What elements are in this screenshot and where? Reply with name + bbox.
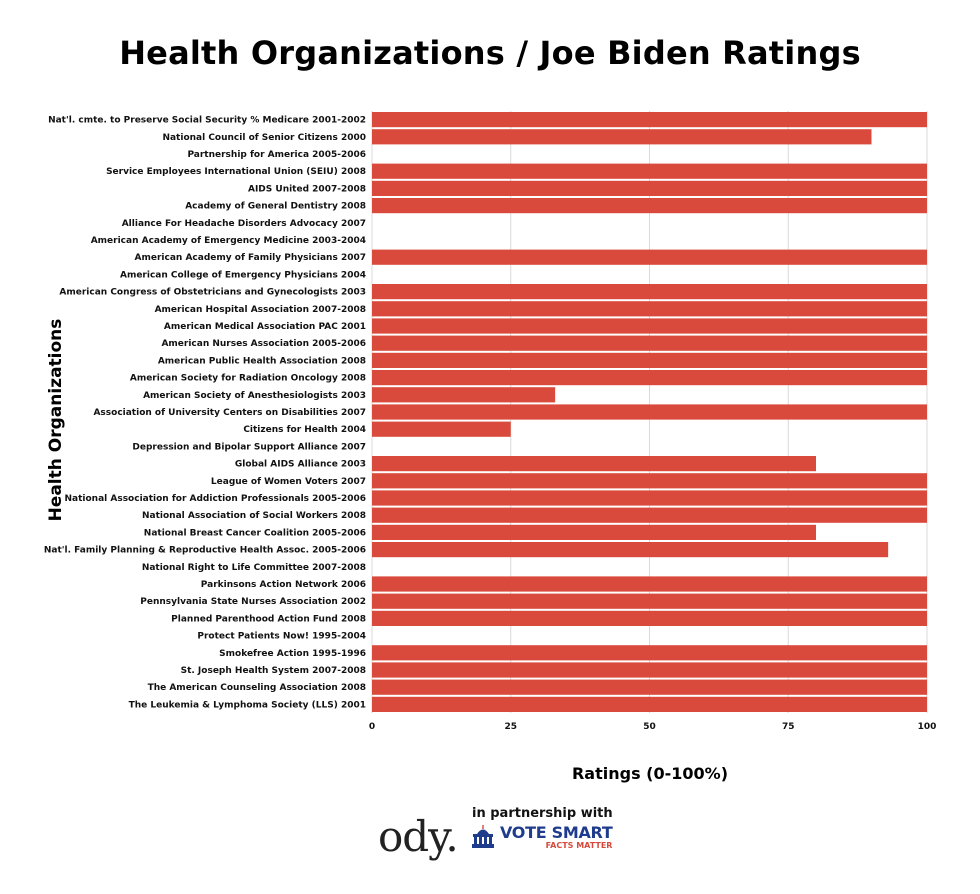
- category-label: National Association for Addiction Profe…: [65, 494, 367, 504]
- bar: [372, 180, 927, 196]
- category-label: American Congress of Obstetricians and G…: [59, 288, 366, 298]
- category-label: Planned Parenthood Action Fund 2008: [171, 614, 366, 624]
- partnership-text: in partnership with: [472, 806, 613, 821]
- bar: [372, 662, 927, 678]
- bar: [372, 112, 927, 128]
- category-label: Association of University Centers on Dis…: [93, 408, 366, 418]
- bar: [372, 645, 927, 661]
- category-label: Pennsylvania State Nurses Association 20…: [140, 597, 366, 607]
- bar: [372, 473, 927, 489]
- x-axis-label: Ratings (0-100%): [571, 764, 728, 783]
- category-label: St. Joseph Health System 2007-2008: [181, 666, 366, 676]
- bar-chart: Nat'l. cmte. to Preserve Social Security…: [44, 111, 937, 732]
- category-label: National Association of Social Workers 2…: [142, 511, 366, 521]
- category-label: National Breast Cancer Coalition 2005-20…: [144, 528, 366, 538]
- bar: [372, 301, 927, 317]
- bar: [372, 404, 927, 420]
- category-label: American Medical Association PAC 2001: [164, 322, 366, 332]
- category-label: Parkinsons Action Network 2006: [201, 580, 366, 590]
- x-tick-label: 75: [782, 722, 795, 732]
- bar: [372, 163, 927, 179]
- bars: [372, 112, 927, 712]
- category-label: American Nurses Association 2005-2006: [161, 339, 366, 349]
- vote-smart-tagline: FACTS MATTER: [545, 840, 613, 850]
- bar: [372, 370, 927, 386]
- bar: [372, 318, 927, 334]
- x-tick-labels: 0 25 50 75 100: [369, 722, 937, 732]
- category-label: Protect Patients Now! 1995-2004: [197, 632, 366, 642]
- category-labels: Nat'l. cmte. to Preserve Social Security…: [44, 116, 366, 711]
- category-label: Nat'l. cmte. to Preserve Social Security…: [48, 116, 366, 126]
- category-label: League of Women Voters 2007: [211, 477, 366, 487]
- bar: [372, 696, 927, 712]
- x-tick-label: 0: [369, 722, 375, 732]
- bar: [372, 129, 872, 145]
- category-label: AIDS United 2007-2008: [248, 184, 366, 194]
- category-label: Service Employees International Union (S…: [106, 167, 366, 177]
- bar: [372, 249, 927, 265]
- category-label: American College of Emergency Physicians…: [120, 270, 366, 280]
- ody-logo: ody.: [378, 812, 459, 861]
- category-label: Smokefree Action 1995-1996: [219, 649, 366, 659]
- category-label: Citizens for Health 2004: [243, 425, 366, 435]
- category-label: American Academy of Family Physicians 20…: [135, 253, 366, 263]
- category-label: Alliance For Headache Disorders Advocacy…: [122, 219, 366, 229]
- vote-smart-brand: VOTE SMART: [500, 822, 613, 842]
- category-label: Partnership for America 2005-2006: [187, 150, 366, 160]
- category-label: The Leukemia & Lymphoma Society (LLS) 20…: [129, 700, 366, 710]
- bar: [372, 421, 511, 437]
- category-label: National Right to Life Committee 2007-20…: [142, 563, 366, 573]
- bar: [372, 387, 556, 403]
- vote-smart-logo: VOTE SMART FACTS MATTER: [470, 822, 613, 850]
- bar: [372, 679, 927, 695]
- bar: [372, 198, 927, 214]
- bar: [372, 507, 927, 523]
- x-tick-label: 100: [918, 722, 937, 732]
- category-label: American Academy of Emergency Medicine 2…: [91, 236, 366, 246]
- x-tick-label: 25: [504, 722, 517, 732]
- bar: [372, 490, 927, 506]
- capitol-icon: [472, 825, 494, 848]
- bar: [372, 576, 927, 592]
- bar: [372, 524, 816, 540]
- category-label: American Public Health Association 2008: [158, 356, 366, 366]
- bar: [372, 593, 927, 609]
- category-label: American Society of Anesthesiologists 20…: [143, 391, 366, 401]
- category-label: Global AIDS Alliance 2003: [235, 460, 366, 470]
- chart-title: Health Organizations / Joe Biden Ratings: [119, 34, 861, 72]
- category-label: The American Counseling Association 2008: [148, 683, 366, 693]
- category-label: American Hospital Association 2007-2008: [155, 305, 366, 315]
- category-label: Nat'l. Family Planning & Reproductive He…: [44, 546, 366, 556]
- category-label: National Council of Senior Citizens 2000: [162, 133, 366, 143]
- bar: [372, 456, 816, 472]
- category-label: American Society for Radiation Oncology …: [130, 374, 366, 384]
- x-tick-label: 50: [643, 722, 656, 732]
- bar: [372, 610, 927, 626]
- category-label: Academy of General Dentistry 2008: [185, 202, 366, 212]
- category-label: Depression and Bipolar Support Alliance …: [132, 442, 366, 452]
- bar: [372, 335, 927, 351]
- bar: [372, 542, 889, 558]
- bar: [372, 352, 927, 368]
- bar: [372, 284, 927, 300]
